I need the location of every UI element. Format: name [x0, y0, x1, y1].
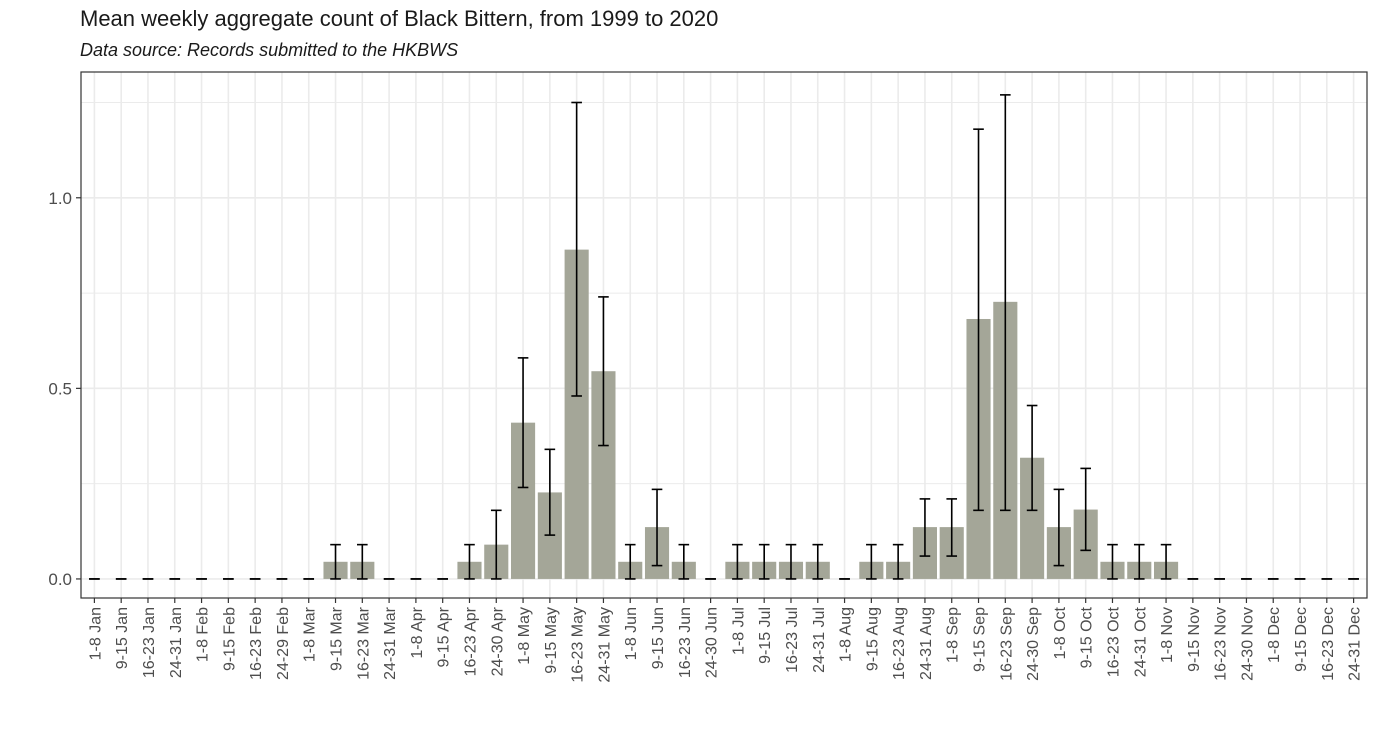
x-tick-label: 24-31 Dec: [1347, 607, 1364, 681]
x-tick-label: 16-23 Dec: [1320, 607, 1337, 681]
x-tick-label: 24-31 Aug: [918, 607, 935, 680]
x-tick-label: 24-30 Apr: [489, 606, 506, 676]
y-tick-label: 0.0: [48, 570, 72, 589]
x-tick-label: 9-15 Dec: [1293, 607, 1310, 672]
x-tick-label: 16-23 Nov: [1213, 607, 1230, 681]
x-tick-label: 1-8 Jun: [623, 607, 640, 660]
x-tick-label: 16-23 Feb: [248, 607, 265, 680]
x-tick-label: 9-15 Sep: [972, 607, 989, 672]
x-tick-label: 16-23 Mar: [355, 606, 372, 680]
x-tick-label: 1-8 Jan: [87, 607, 104, 660]
x-tick-label: 16-23 Oct: [1105, 606, 1122, 677]
x-tick-label: 1-8 Apr: [409, 606, 426, 658]
x-tick-label: 16-23 Sep: [998, 607, 1015, 681]
x-tick-label: 16-23 Jan: [141, 607, 158, 678]
x-tick-label: 1-8 May: [516, 607, 533, 665]
x-tick-label: 24-29 Feb: [275, 607, 292, 680]
x-tick-label: 1-8 Sep: [945, 607, 962, 663]
y-tick-label: 0.5: [48, 379, 72, 398]
x-tick-label: 1-8 Dec: [1266, 607, 1283, 663]
x-tick-label: 24-31 Jan: [168, 607, 185, 678]
x-tick-label: 16-23 Jun: [677, 607, 694, 678]
axes: 0.0 0.5 1.0 1-8 Jan 9-15 Jan 16-23 Jan 24-31 J…: [48, 71, 1368, 683]
x-tick-label: 1-8 Mar: [302, 606, 319, 662]
x-tick-label: 24-30 Jun: [704, 607, 721, 678]
x-tick-label: 24-31 Jul: [811, 607, 828, 673]
x-tick-label: 24-31 Oct: [1132, 606, 1149, 677]
x-tick-label: 24-31 Mar: [382, 606, 399, 680]
x-tick-label: 1-8 Aug: [838, 607, 855, 662]
plot-panel: [81, 72, 1367, 598]
chart-title: Mean weekly aggregate count of Black Bit…: [80, 6, 719, 31]
x-tick-label: 1-8 Feb: [195, 607, 212, 662]
x-tick-label: 1-8 Nov: [1159, 607, 1176, 663]
x-tick-label: 16-23 Jul: [784, 607, 801, 673]
x-tick-label: 16-23 Aug: [891, 607, 908, 680]
x-tick-label: 9-15 Nov: [1186, 607, 1203, 672]
y-tick-label: 1.0: [48, 189, 72, 208]
x-tick-label: 9-15 Jan: [114, 607, 131, 669]
x-tick-label: 16-23 Apr: [462, 606, 479, 676]
x-tick-label: 16-23 May: [570, 607, 587, 683]
x-tick-label: 1-8 Jul: [730, 607, 747, 655]
x-tick-label: 24-31 May: [596, 607, 613, 683]
grid-lines: [81, 72, 1367, 598]
x-tick-label: 24-30 Nov: [1239, 607, 1256, 681]
error-bars: [89, 94, 1359, 580]
x-tick-label: 9-15 Mar: [329, 606, 346, 671]
x-tick-label: 1-8 Oct: [1052, 606, 1069, 659]
x-tick-label: 9-15 Jul: [757, 607, 774, 664]
x-tick-label: 9-15 May: [543, 607, 560, 674]
x-tick-label: 9-15 Apr: [436, 606, 453, 667]
x-tick-label: 9-15 Aug: [864, 607, 881, 671]
chart-subtitle: Data source: Records submitted to the HK…: [80, 40, 459, 60]
x-tick-label: 9-15 Feb: [221, 607, 238, 671]
x-tick-label: 24-30 Sep: [1025, 607, 1042, 681]
x-tick-label: 9-15 Jun: [650, 607, 667, 669]
panel-border: [80, 71, 1368, 599]
x-tick-label: 9-15 Oct: [1079, 606, 1096, 668]
